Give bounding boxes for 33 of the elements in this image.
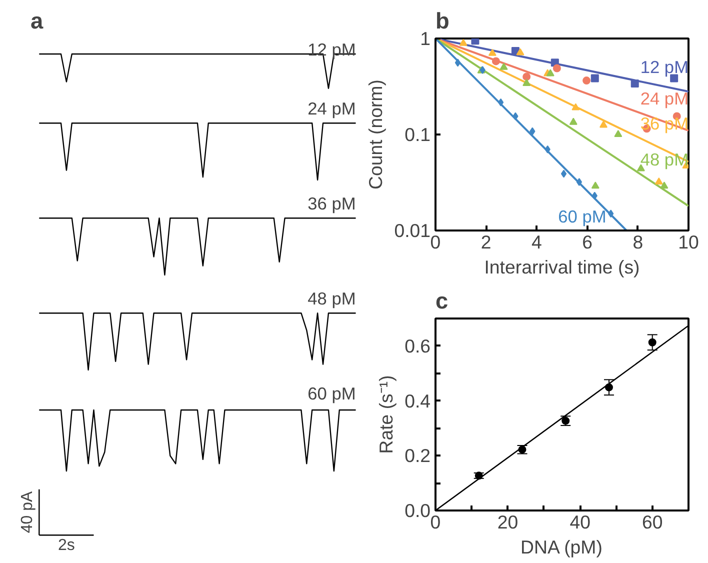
text: 40 pA [19, 491, 36, 534]
chart-title: c [436, 288, 448, 314]
y-tick-label: 0.1 [404, 124, 431, 145]
annotation: 24 pM [640, 88, 689, 108]
series-label: 48 pM [308, 288, 356, 308]
x-tick-label: 40 [570, 512, 590, 532]
x-tick-label: 60 [642, 512, 663, 532]
text: 2s [58, 537, 75, 554]
chart-title: a [30, 8, 44, 34]
y-tick-label: 1 [420, 28, 431, 49]
x-tick-label: 2 [480, 232, 492, 252]
x-tick-label: 0 [430, 232, 441, 252]
y-tick-label: 0.0 [404, 500, 431, 521]
x-tick-label: 0 [430, 512, 441, 532]
y-tick-label: 0.6 [404, 335, 431, 356]
y-axis-title: Count (norm) [365, 80, 386, 190]
y-tick-label: 0.2 [404, 445, 431, 466]
y-axis-title: Rate (s⁻¹) [376, 375, 397, 454]
series-label: 60 pM [308, 384, 356, 404]
x-tick-label: 10 [678, 232, 699, 252]
x-tick-label: 6 [582, 232, 593, 252]
y-tick-label: 0.01 [394, 220, 430, 241]
x-axis-title: DNA (pM) [520, 536, 602, 558]
x-tick-label: 8 [632, 232, 644, 252]
x-tick-label: 20 [497, 512, 518, 532]
series-label: 24 pM [308, 98, 356, 118]
y-tick-label: 0.4 [404, 390, 431, 412]
x-axis-title: Interarrival time (s) [484, 256, 640, 278]
x-tick-label: 4 [532, 232, 542, 252]
annotation: 12 pM [640, 56, 689, 77]
annotation: 60 pM [558, 206, 606, 227]
chart-title: b [436, 8, 450, 34]
series-label: 36 pM [308, 194, 356, 214]
